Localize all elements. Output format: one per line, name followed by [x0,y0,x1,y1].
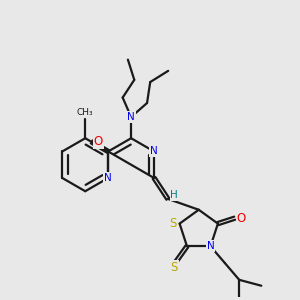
Text: O: O [237,212,246,225]
Text: N: N [104,173,112,183]
Text: CH₃: CH₃ [77,108,94,117]
Text: N: N [150,146,158,157]
Text: H: H [170,190,178,200]
Text: O: O [93,135,103,148]
Text: S: S [169,217,177,230]
Text: S: S [171,261,178,274]
Text: N: N [127,112,135,122]
Text: N: N [207,241,214,251]
